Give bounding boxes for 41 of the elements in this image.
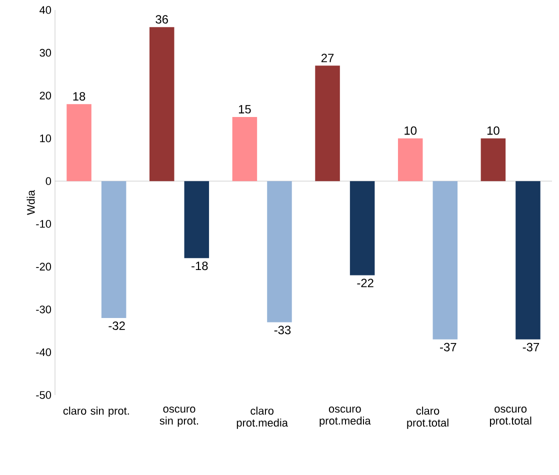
- y-tick-label: 30: [40, 48, 52, 57]
- x-tick-label: claro prot.total: [407, 406, 448, 429]
- y-tick-label: 40: [40, 6, 52, 14]
- data-label: -18: [192, 262, 208, 270]
- bar: [516, 181, 540, 340]
- x-tick-label: claro prot.media: [236, 406, 288, 429]
- data-label: 18: [73, 92, 86, 101]
- data-label: 15: [238, 105, 251, 114]
- bar: [480, 138, 506, 182]
- bar: [398, 138, 423, 182]
- y-tick-label: -10: [36, 220, 52, 228]
- x-tick-label: oscuro prot.media: [320, 406, 371, 427]
- data-label: -32: [108, 322, 125, 330]
- data-label: 36: [156, 15, 168, 24]
- y-tick-label: 10: [40, 134, 52, 142]
- y-tick-label: -20: [36, 262, 52, 271]
- bar: [184, 181, 210, 258]
- bar: [101, 181, 126, 318]
- y-tick-label: -50: [36, 391, 52, 399]
- y-axis-title: Wdia: [26, 190, 35, 215]
- bar: [232, 116, 258, 182]
- data-label: -37: [522, 342, 540, 352]
- bar: [350, 181, 375, 276]
- data-label: 10: [404, 126, 417, 135]
- y-tick-label: 0: [46, 177, 52, 185]
- y-tick-label: -40: [36, 348, 52, 356]
- y-tick-label: 20: [40, 92, 52, 100]
- bar: [149, 27, 174, 182]
- data-label: -33: [274, 326, 291, 334]
- x-tick-label: oscuro prot.total: [490, 406, 532, 427]
- y-tick-label: -30: [36, 306, 52, 314]
- x-tick-label: oscuro sin prot.: [160, 406, 198, 427]
- bar: [315, 66, 340, 182]
- data-label: 27: [321, 54, 334, 62]
- bar: [66, 104, 92, 182]
- data-label: -22: [357, 278, 374, 288]
- data-label: 10: [487, 126, 500, 135]
- x-tick-label: claro sin prot.: [63, 406, 129, 417]
- bar: [267, 181, 292, 322]
- bar: [432, 181, 458, 340]
- data-label: -37: [440, 342, 456, 352]
